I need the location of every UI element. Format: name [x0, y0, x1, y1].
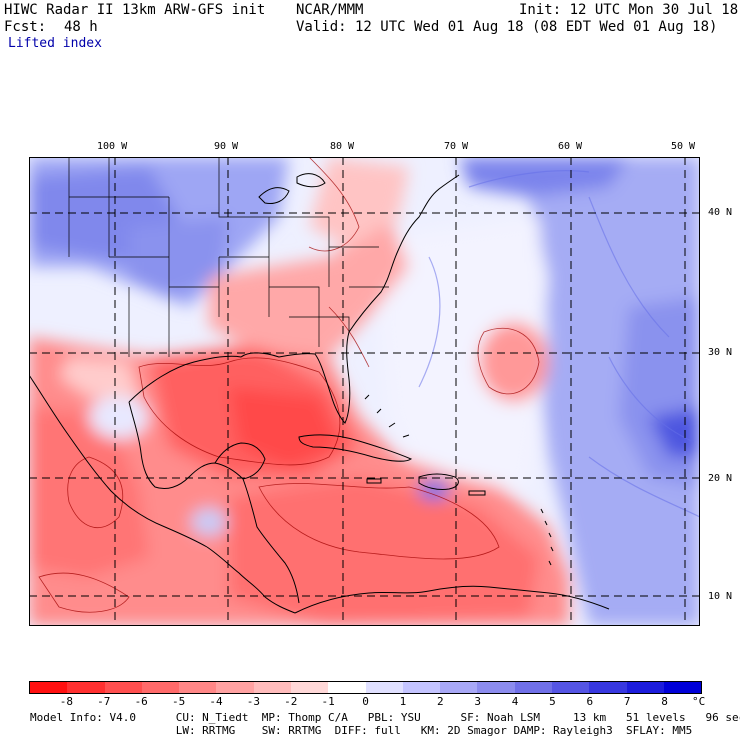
colorbar-tick-label: 1 [399, 695, 407, 708]
map-frame [29, 157, 700, 626]
field-name: Lifted index [8, 36, 102, 51]
model-info-line1: Model Info: V4.0 CU: N_Tiedt MP: Thomp C… [30, 711, 740, 724]
colorbar-swatch [179, 682, 217, 693]
colorbar-tick-label: 7 [623, 695, 631, 708]
colorbar-tick-label: 6 [586, 695, 594, 708]
lifted-index-field [29, 157, 700, 626]
colorbar-swatch [589, 682, 627, 693]
lifted-index-contours [38, 157, 540, 613]
colorbar-tick-label: -2 [284, 695, 298, 708]
colorbar-swatch [365, 682, 403, 693]
forecast-label: Fcst: [4, 19, 47, 35]
colorbar-tick-label: -4 [209, 695, 223, 708]
model-title: HIWC Radar II 13km ARW-GFS init [4, 2, 266, 18]
coastlines [29, 173, 610, 614]
colorbar-tick-label: 3 [474, 695, 481, 708]
lon-label-100w: 100 W [97, 141, 128, 152]
lat-label-10n: 10 N [708, 591, 733, 602]
colorbar-swatch [141, 682, 180, 693]
lon-label-70w: 70 W [444, 141, 469, 152]
colorbar-swatch [104, 682, 142, 693]
colorbar-swatch [663, 682, 702, 693]
colorbar-swatch [328, 682, 366, 693]
colorbar-tick-label: 0 [362, 695, 369, 708]
model-info-line2: LW: RRTMG SW: RRTMG DIFF: full KM: 2D Sm… [30, 724, 693, 737]
lifted-index-map [29, 157, 700, 626]
lon-label-50w: 50 W [671, 141, 696, 152]
colorbar-swatch [290, 682, 329, 693]
colorbar-tick-label: -5 [171, 695, 186, 708]
forecast-hour: 48 h [64, 19, 98, 35]
colorbar-tick-label: -6 [134, 695, 148, 708]
colorbar-swatch [477, 682, 515, 693]
colorbar-tick-label: -7 [97, 695, 111, 708]
colorbar-swatch [253, 682, 291, 693]
lon-label-80w: 80 W [330, 141, 355, 152]
colorbar-tick-label: -1 [321, 695, 335, 708]
lon-label-60w: 60 W [558, 141, 583, 152]
lat-label-20n: 20 N [708, 473, 733, 484]
colorbar-tick-label: 5 [549, 695, 556, 708]
colorbar-unit: °C [692, 695, 706, 708]
colorbar-swatch [440, 682, 478, 693]
colorbar-swatch [402, 682, 441, 693]
colorbar-swatch [551, 682, 590, 693]
lat-lon-grid [29, 157, 700, 626]
colorbar-tick-label: -3 [246, 695, 260, 708]
valid-time: Valid: 12 UTC Wed 01 Aug 18 (08 EDT Wed … [296, 19, 718, 35]
colorbar-tick-label: -8 [59, 695, 74, 708]
init-time: Init: 12 UTC Mon 30 Jul 18 [519, 2, 739, 18]
colorbar-swatch [216, 682, 254, 693]
lat-label-40n: 40 N [708, 207, 733, 218]
colorbar-swatch [514, 682, 552, 693]
colorbar [29, 681, 702, 694]
colorbar-swatch [67, 682, 105, 693]
state-borders [68, 157, 389, 357]
organization-label: NCAR/MMM [296, 2, 364, 18]
colorbar-tick-label: 8 [661, 695, 668, 708]
lon-label-90w: 90 W [214, 141, 239, 152]
colorbar-swatch [626, 682, 664, 693]
colorbar-tick-label: 2 [436, 695, 444, 708]
colorbar-swatch [30, 682, 68, 693]
lifted-index-streaks [418, 170, 700, 518]
colorbar-tick-label: 4 [511, 695, 519, 708]
lat-label-30n: 30 N [708, 347, 733, 358]
